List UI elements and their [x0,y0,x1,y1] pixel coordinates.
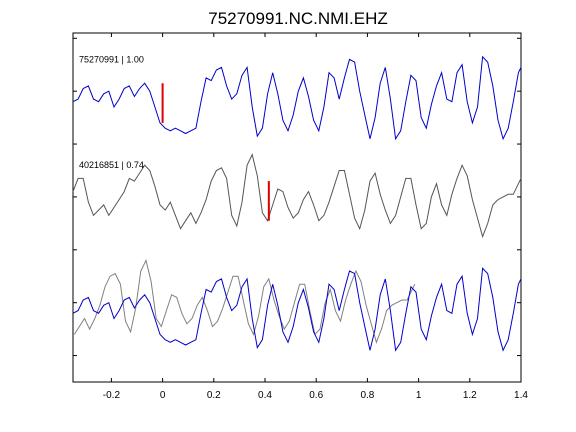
chart-title: 75270991.NC.NMI.EHZ [208,9,388,28]
x-tick-label: -0.2 [103,390,121,401]
trace-line-2 [72,153,522,239]
trace-label-1: 75270991 | 1.00 [79,54,144,64]
trace-label-2: 40216851 | 0.74 [79,160,144,170]
x-tick-label: 0 [160,390,166,401]
x-tick-label: 0.2 [207,390,221,401]
plot-frame [72,32,522,383]
trace-labels: 75270991 | 1.00 40216851 | 0.74 [79,54,144,170]
x-tick-label: 1.2 [463,390,477,401]
overlay-line-2 [72,267,522,352]
overlay-line-1 [73,258,416,344]
waveform-traces [72,55,522,352]
x-tick-label: 0.4 [258,390,272,401]
x-axis-ticks: -0.2 0 0.2 0.4 0.6 0.8 1 1.2 1.4 [103,33,528,401]
x-tick-label: 1.4 [514,390,528,401]
trace-line-1 [72,55,522,141]
x-tick-label: 0.6 [309,390,323,401]
y-axis-ticks [73,37,521,357]
x-tick-label: 1 [416,390,422,401]
x-tick-label: 0.8 [360,390,374,401]
